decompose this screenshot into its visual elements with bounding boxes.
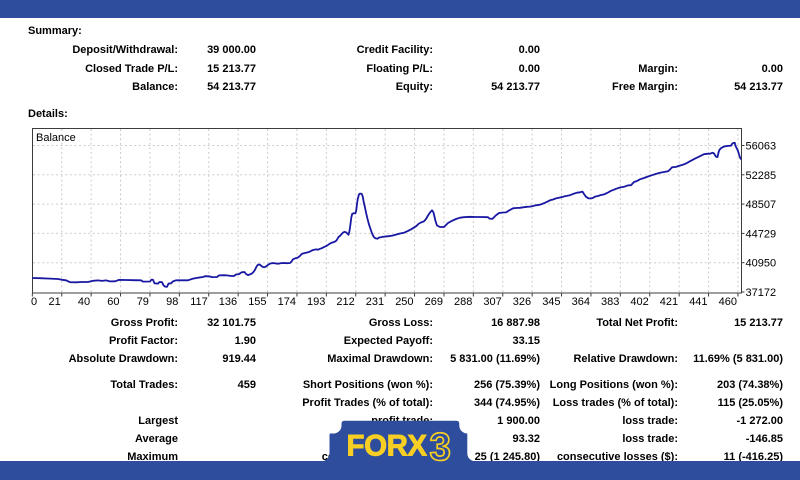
svg-text:231: 231 (366, 296, 384, 308)
svg-text:383: 383 (601, 296, 619, 308)
svg-text:48507: 48507 (746, 199, 777, 211)
svg-text:FORX: FORX (347, 430, 428, 463)
svg-text:345: 345 (542, 296, 560, 308)
svg-text:136: 136 (219, 296, 237, 308)
svg-text:40950: 40950 (746, 258, 777, 270)
svg-text:52285: 52285 (746, 170, 777, 182)
svg-text:441: 441 (689, 296, 707, 308)
svg-text:79: 79 (137, 296, 149, 308)
svg-text:326: 326 (513, 296, 531, 308)
svg-text:98: 98 (166, 296, 178, 308)
svg-text:307: 307 (483, 296, 501, 308)
svg-text:155: 155 (248, 296, 266, 308)
svg-text:40: 40 (78, 296, 90, 308)
svg-text:212: 212 (336, 296, 354, 308)
svg-text:402: 402 (630, 296, 648, 308)
svg-text:60: 60 (107, 296, 119, 308)
svg-text:3: 3 (430, 426, 451, 469)
svg-text:460: 460 (719, 296, 737, 308)
svg-text:0: 0 (31, 296, 37, 308)
svg-text:44729: 44729 (746, 228, 777, 240)
svg-text:421: 421 (660, 296, 678, 308)
svg-text:364: 364 (572, 296, 590, 308)
svg-text:117: 117 (190, 296, 208, 308)
svg-text:56063: 56063 (746, 141, 777, 153)
svg-text:269: 269 (425, 296, 443, 308)
svg-text:250: 250 (395, 296, 413, 308)
svg-text:174: 174 (278, 296, 296, 308)
svg-text:Balance: Balance (36, 132, 76, 144)
svg-text:193: 193 (307, 296, 325, 308)
svg-text:288: 288 (454, 296, 472, 308)
svg-text:37172: 37172 (746, 287, 777, 299)
svg-text:21: 21 (49, 296, 61, 308)
